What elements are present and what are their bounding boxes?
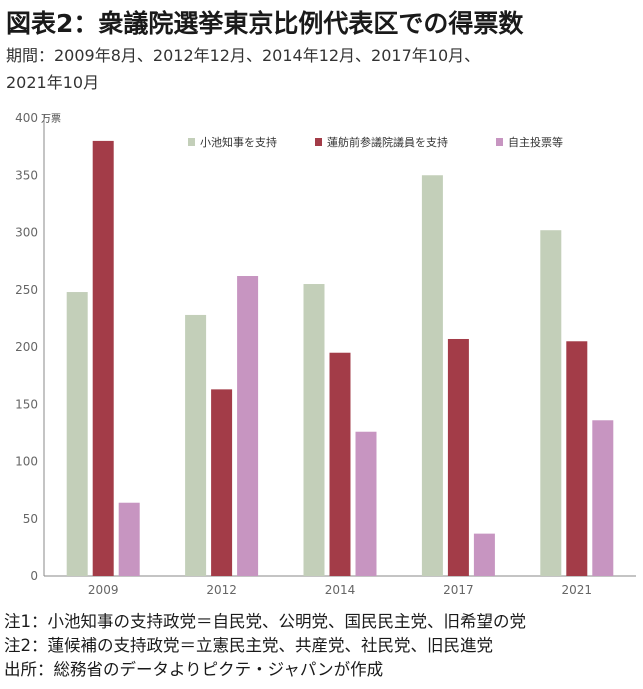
x-tick-label: 2014 (325, 583, 356, 597)
bar (355, 431, 377, 576)
x-tick-label: 2017 (443, 583, 474, 597)
bar (118, 502, 140, 576)
y-tick-label: 150 (15, 397, 38, 411)
source-note: 出所：総務省のデータよりピクテ・ジャパンが作成 (4, 660, 384, 679)
y-tick-label: 250 (15, 283, 38, 297)
y-tick-label: 50 (23, 512, 38, 526)
y-tick-label: 300 (15, 226, 38, 240)
plot-area: 0 50 100 150 200 250 300 350 400 万票 2009 2012 2014 20… (15, 111, 636, 597)
legend-swatch (496, 138, 503, 146)
bar (540, 230, 562, 576)
bar (447, 338, 469, 576)
chart-subtitle: 期間：2009年8月、2012年12月、2014年12月、2017年10月、 2… (6, 42, 636, 96)
bar (211, 389, 233, 576)
bar (592, 420, 614, 576)
notes: 注1：小池知事の支持政党＝自民党、公明党、国民民主党、旧希望の党 注2：蓮候補の… (4, 610, 526, 682)
legend-label: 蓮舫前参議院議員を支持 (327, 135, 448, 149)
bar (329, 352, 351, 576)
y-tick-label: 200 (15, 340, 38, 354)
chart-title: 図表2：衆議院選挙東京比例代表区での得票数 (6, 9, 524, 38)
legend-swatch (315, 138, 322, 146)
y-tick-label: 100 (15, 455, 38, 469)
note-2: 注2：蓮候補の支持政党＝立憲民主党、共産党、社民党、旧民進党 (4, 636, 493, 655)
y-tick-label: 0 (30, 569, 38, 583)
legend-swatch (188, 138, 195, 146)
y-tick-label: 400 (15, 111, 38, 125)
bar (92, 140, 114, 576)
legend-label: 自主投票等 (508, 135, 563, 149)
bar (66, 292, 88, 576)
note-1: 注1：小池知事の支持政党＝自民党、公明党、国民民主党、旧希望の党 (4, 612, 526, 631)
bar (566, 341, 588, 576)
x-tick-label: 2012 (206, 583, 237, 597)
bar (185, 314, 207, 576)
bar (473, 533, 495, 576)
y-tick-label: 350 (15, 168, 38, 182)
subtitle-line-2: 2021年10月 (6, 73, 100, 92)
y-unit-label: 万票 (41, 113, 61, 125)
bar (421, 175, 443, 576)
bar (237, 276, 259, 576)
subtitle-line-1: 期間：2009年8月、2012年12月、2014年12月、2017年10月、 (6, 46, 481, 65)
x-tick-label: 2021 (562, 583, 593, 597)
legend-label: 小池知事を支持 (200, 135, 277, 149)
bar-chart: 0 50 100 150 200 250 300 350 400 万票 2009 2012 2014 20… (15, 111, 636, 597)
x-tick-label: 2009 (88, 583, 119, 597)
bar (303, 284, 325, 576)
